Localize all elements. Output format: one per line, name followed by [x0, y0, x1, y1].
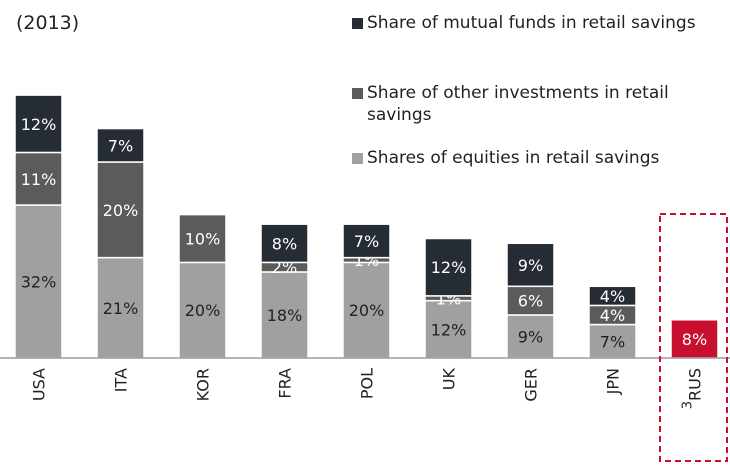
category-name: GER	[522, 368, 541, 402]
category-name: FRA	[276, 368, 295, 399]
legend-swatch	[352, 88, 363, 99]
data-label: 4%	[600, 287, 625, 306]
legend-label: Share of mutual funds in retail savings	[367, 13, 696, 33]
x-tick-label: ITA	[112, 368, 131, 392]
data-label: 20%	[103, 201, 139, 220]
category-name: KOR	[194, 368, 213, 401]
data-label: 7%	[354, 232, 379, 251]
bar-segment	[588, 285, 637, 307]
data-label: 12%	[431, 320, 467, 339]
x-tick-label: POL	[358, 368, 377, 399]
highlight-box	[659, 213, 728, 462]
x-tick-label: USA	[30, 368, 49, 401]
data-label: 7%	[108, 136, 133, 155]
bar-segment	[424, 299, 473, 359]
category-name: ITA	[112, 368, 131, 392]
x-tick-label: UK	[440, 367, 459, 390]
category-name: USA	[30, 368, 49, 401]
bar-segment	[588, 323, 637, 359]
data-label: 12%	[431, 258, 467, 277]
legend-swatch	[352, 18, 363, 29]
legend-swatch	[352, 153, 363, 164]
category-name: RUS	[686, 368, 705, 401]
x-tick-label: FRA	[276, 368, 295, 399]
data-label: 8%	[272, 234, 297, 253]
data-label: 9%	[518, 327, 543, 346]
data-label: 6%	[518, 292, 543, 311]
legend-item: Shares of equities in retail savings	[352, 147, 730, 169]
category-name: UK	[440, 367, 459, 390]
x-tick-label: KOR	[194, 368, 213, 401]
data-label: 10%	[185, 230, 221, 249]
data-label: 9%	[518, 256, 543, 275]
data-label: 18%	[267, 306, 303, 325]
legend-item: Share of other investments in retail sav…	[352, 82, 730, 126]
legend-label: Shares of equities in retail savings	[367, 148, 660, 168]
data-label: 32%	[21, 273, 57, 292]
bar-segment	[424, 237, 473, 297]
data-label: 20%	[185, 301, 221, 320]
data-label: 11%	[21, 170, 57, 189]
category-note: 3	[681, 401, 696, 409]
bar-segment	[178, 261, 227, 359]
data-label: 7%	[600, 332, 625, 351]
bar-segment	[96, 127, 145, 163]
legend-label: Share of other investments in retail sav…	[367, 83, 669, 125]
data-label: 12%	[21, 115, 57, 134]
data-label: 21%	[103, 299, 139, 318]
category-name: JPN	[604, 368, 623, 395]
bar-segment	[260, 271, 309, 359]
chart-title: (2013)	[16, 12, 80, 34]
legend-item: Share of mutual funds in retail savings	[352, 12, 730, 34]
data-label: 8%	[682, 330, 707, 349]
x-tick-label: 3RUS	[681, 368, 705, 409]
bar-segment	[506, 242, 555, 288]
bar-segment	[178, 213, 227, 264]
bar-segment	[260, 223, 309, 264]
data-label: 4%	[600, 306, 625, 325]
bar-segment	[14, 94, 63, 154]
x-tick-label: GER	[522, 368, 541, 402]
x-tick-label: JPN	[604, 368, 623, 395]
bar-segment	[342, 223, 391, 259]
bar-segment	[670, 319, 719, 359]
category-name: POL	[358, 368, 377, 399]
data-label: 20%	[349, 301, 385, 320]
